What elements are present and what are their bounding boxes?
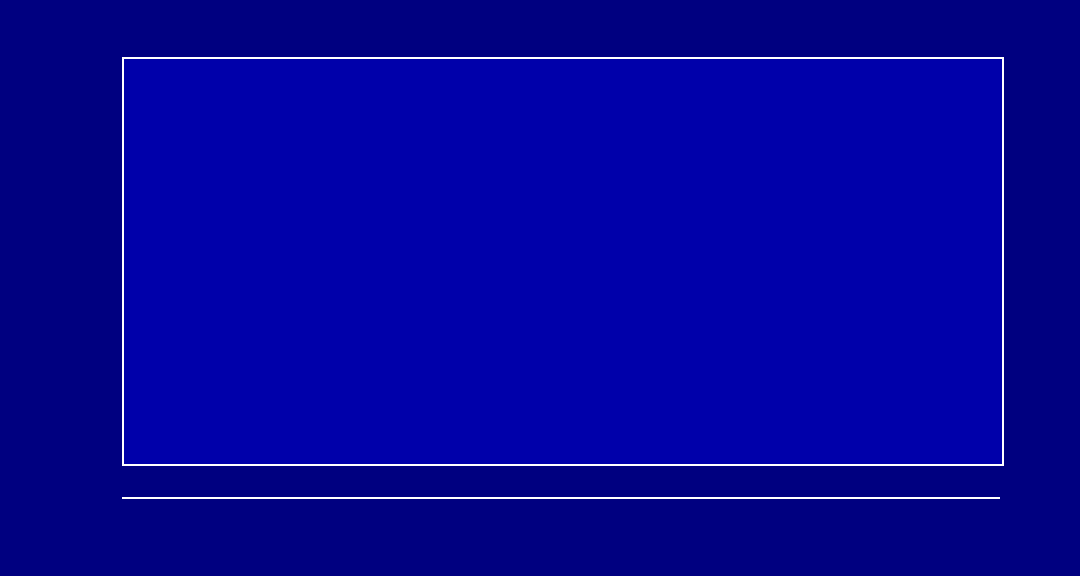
y-axis-tick-labels bbox=[78, 57, 114, 462]
plot-area[interactable] bbox=[122, 57, 1004, 466]
x-axis-tick-labels bbox=[122, 466, 1000, 486]
colorbar-tick-labels bbox=[122, 512, 1000, 530]
colorbar[interactable] bbox=[122, 497, 1000, 511]
concentration-field bbox=[124, 59, 1002, 464]
contour-overlay bbox=[124, 59, 1002, 464]
